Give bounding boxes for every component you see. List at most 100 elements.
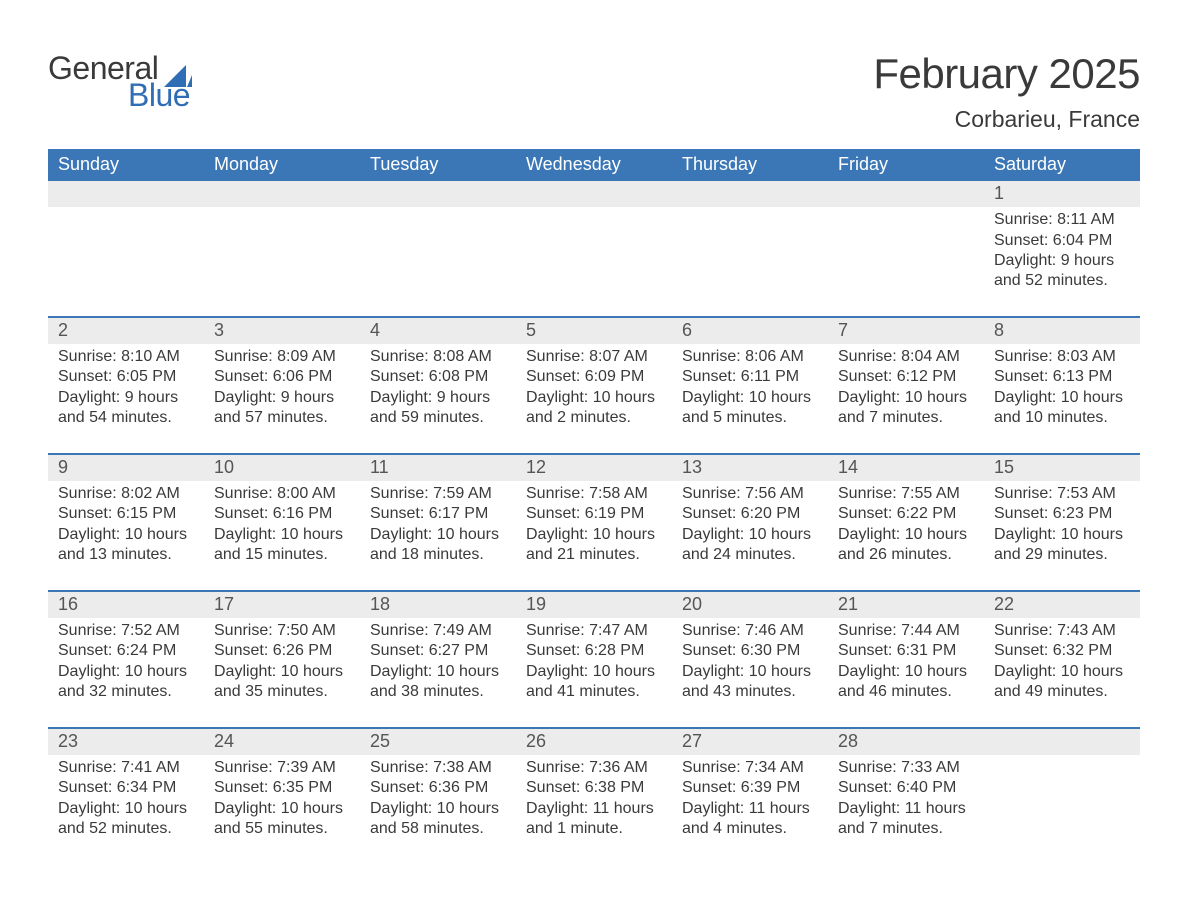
- calendar-page: General Blue February 2025 Corbarieu, Fr…: [0, 0, 1188, 900]
- day-number: 7: [828, 318, 984, 344]
- day-body: Sunrise: 7:38 AMSunset: 6:36 PMDaylight:…: [366, 758, 510, 840]
- daylight-text: Daylight: 10 hours and 46 minutes.: [838, 662, 974, 703]
- sunset-text: Sunset: 6:09 PM: [526, 367, 662, 387]
- sunset-text: Sunset: 6:19 PM: [526, 504, 662, 524]
- sunrise-text: Sunrise: 7:39 AM: [214, 758, 350, 778]
- sunset-text: Sunset: 6:27 PM: [370, 641, 506, 661]
- daylight-text: Daylight: 10 hours and 29 minutes.: [994, 525, 1130, 566]
- sunset-text: Sunset: 6:24 PM: [58, 641, 194, 661]
- sunrise-text: Sunrise: 7:49 AM: [370, 621, 506, 641]
- sunset-text: Sunset: 6:35 PM: [214, 778, 350, 798]
- day-number: 22: [984, 592, 1140, 618]
- day-cell: 25 Sunrise: 7:38 AMSunset: 6:36 PMDayligh…: [360, 729, 516, 860]
- day-body: Sunrise: 7:49 AMSunset: 6:27 PMDaylight:…: [366, 621, 510, 703]
- day-body: Sunrise: 8:08 AMSunset: 6:08 PMDaylight:…: [366, 347, 510, 429]
- sunrise-text: Sunrise: 8:10 AM: [58, 347, 194, 367]
- page-header: General Blue February 2025 Corbarieu, Fr…: [48, 50, 1140, 133]
- sunset-text: Sunset: 6:34 PM: [58, 778, 194, 798]
- sunset-text: Sunset: 6:32 PM: [994, 641, 1130, 661]
- day-cell: [204, 181, 360, 312]
- sunset-text: Sunset: 6:06 PM: [214, 367, 350, 387]
- day-cell: [516, 181, 672, 312]
- day-cell: 19Sunrise: 7:47 AMSunset: 6:28 PMDayligh…: [516, 592, 672, 723]
- day-body: Sunrise: 7:43 AMSunset: 6:32 PMDaylight:…: [990, 621, 1134, 703]
- title-block: February 2025 Corbarieu, France: [873, 50, 1140, 133]
- daylight-text: Daylight: 10 hours and 15 minutes.: [214, 525, 350, 566]
- day-body: Sunrise: 7:39 AMSunset: 6:35 PMDaylight:…: [210, 758, 354, 840]
- day-number: 2: [48, 318, 204, 344]
- location-label: Corbarieu, France: [873, 106, 1140, 133]
- sunset-text: Sunset: 6:17 PM: [370, 504, 506, 524]
- day-number: 18: [360, 592, 516, 618]
- sunset-text: Sunset: 6:05 PM: [58, 367, 194, 387]
- day-cell: 14Sunrise: 7:55 AMSunset: 6:22 PMDayligh…: [828, 455, 984, 586]
- daylight-text: Daylight: 10 hours and 52 minutes.: [58, 799, 194, 840]
- sunrise-text: Sunrise: 7:59 AM: [370, 484, 506, 504]
- day-number: [48, 181, 204, 207]
- day-number: 25: [360, 729, 516, 755]
- day-number: 17: [204, 592, 360, 618]
- daylight-text: Daylight: 10 hours and 55 minutes.: [214, 799, 350, 840]
- day-cell: 7 Sunrise: 8:04 AMSunset: 6:12 PMDaylight…: [828, 318, 984, 449]
- day-number: [516, 181, 672, 207]
- day-cell: 15Sunrise: 7:53 AMSunset: 6:23 PMDayligh…: [984, 455, 1140, 586]
- sunset-text: Sunset: 6:31 PM: [838, 641, 974, 661]
- day-number: 21: [828, 592, 984, 618]
- day-cell: [360, 181, 516, 312]
- day-body: Sunrise: 7:47 AMSunset: 6:28 PMDaylight:…: [522, 621, 666, 703]
- day-cell: [984, 729, 1140, 860]
- sunrise-text: Sunrise: 8:03 AM: [994, 347, 1130, 367]
- sunrise-text: Sunrise: 7:47 AM: [526, 621, 662, 641]
- day-body: Sunrise: 7:41 AMSunset: 6:34 PMDaylight:…: [54, 758, 198, 840]
- day-number: 15: [984, 455, 1140, 481]
- daylight-text: Daylight: 10 hours and 10 minutes.: [994, 388, 1130, 429]
- sunset-text: Sunset: 6:20 PM: [682, 504, 818, 524]
- day-body: Sunrise: 7:50 AMSunset: 6:26 PMDaylight:…: [210, 621, 354, 703]
- sunset-text: Sunset: 6:28 PM: [526, 641, 662, 661]
- sunrise-text: Sunrise: 7:50 AM: [214, 621, 350, 641]
- day-cell: 23 Sunrise: 7:41 AMSunset: 6:34 PMDayligh…: [48, 729, 204, 860]
- dow-wednesday: Wednesday: [516, 149, 672, 181]
- daylight-text: Daylight: 10 hours and 24 minutes.: [682, 525, 818, 566]
- day-cell: 5Sunrise: 8:07 AMSunset: 6:09 PMDaylight…: [516, 318, 672, 449]
- day-number: 6: [672, 318, 828, 344]
- day-cell: [828, 181, 984, 312]
- day-body: Sunrise: 7:58 AMSunset: 6:19 PMDaylight:…: [522, 484, 666, 566]
- day-cell: 11Sunrise: 7:59 AMSunset: 6:17 PMDayligh…: [360, 455, 516, 586]
- sunset-text: Sunset: 6:08 PM: [370, 367, 506, 387]
- daylight-text: Daylight: 10 hours and 13 minutes.: [58, 525, 194, 566]
- day-body: Sunrise: 7:52 AMSunset: 6:24 PMDaylight:…: [54, 621, 198, 703]
- sunset-text: Sunset: 6:04 PM: [994, 231, 1130, 251]
- daylight-text: Daylight: 10 hours and 7 minutes.: [838, 388, 974, 429]
- day-cell: 2Sunrise: 8:10 AMSunset: 6:05 PMDaylight…: [48, 318, 204, 449]
- day-body: Sunrise: 8:02 AMSunset: 6:15 PMDaylight:…: [54, 484, 198, 566]
- daylight-text: Daylight: 11 hours and 7 minutes.: [838, 799, 974, 840]
- brand-logo: General Blue: [48, 50, 192, 118]
- day-cell: 26 Sunrise: 7:36 AMSunset: 6:38 PMDayligh…: [516, 729, 672, 860]
- day-cell: 22 Sunrise: 7:43 AMSunset: 6:32 PMDayligh…: [984, 592, 1140, 723]
- day-cell: 8Sunrise: 8:03 AMSunset: 6:13 PMDaylight…: [984, 318, 1140, 449]
- day-number: 8: [984, 318, 1140, 344]
- day-cell: 9Sunrise: 8:02 AMSunset: 6:15 PMDaylight…: [48, 455, 204, 586]
- sunset-text: Sunset: 6:40 PM: [838, 778, 974, 798]
- day-body: Sunrise: 7:36 AMSunset: 6:38 PMDaylight:…: [522, 758, 666, 840]
- sunset-text: Sunset: 6:23 PM: [994, 504, 1130, 524]
- day-number: 26: [516, 729, 672, 755]
- day-number: [672, 181, 828, 207]
- sunrise-text: Sunrise: 8:04 AM: [838, 347, 974, 367]
- day-cell: 13Sunrise: 7:56 AMSunset: 6:20 PMDayligh…: [672, 455, 828, 586]
- sunrise-text: Sunrise: 8:06 AM: [682, 347, 818, 367]
- sunrise-text: Sunrise: 7:55 AM: [838, 484, 974, 504]
- sunrise-text: Sunrise: 8:09 AM: [214, 347, 350, 367]
- dow-thursday: Thursday: [672, 149, 828, 181]
- daylight-text: Daylight: 11 hours and 1 minute.: [526, 799, 662, 840]
- day-number: 24: [204, 729, 360, 755]
- day-cell: 16Sunrise: 7:52 AMSunset: 6:24 PMDayligh…: [48, 592, 204, 723]
- dow-sunday: Sunday: [48, 149, 204, 181]
- day-body: Sunrise: 7:59 AMSunset: 6:17 PMDaylight:…: [366, 484, 510, 566]
- day-number: 4: [360, 318, 516, 344]
- day-cell: 4 Sunrise: 8:08 AMSunset: 6:08 PMDaylight…: [360, 318, 516, 449]
- day-body: Sunrise: 8:04 AMSunset: 6:12 PMDaylight:…: [834, 347, 978, 429]
- day-number: 23: [48, 729, 204, 755]
- day-cell: 12Sunrise: 7:58 AMSunset: 6:19 PMDayligh…: [516, 455, 672, 586]
